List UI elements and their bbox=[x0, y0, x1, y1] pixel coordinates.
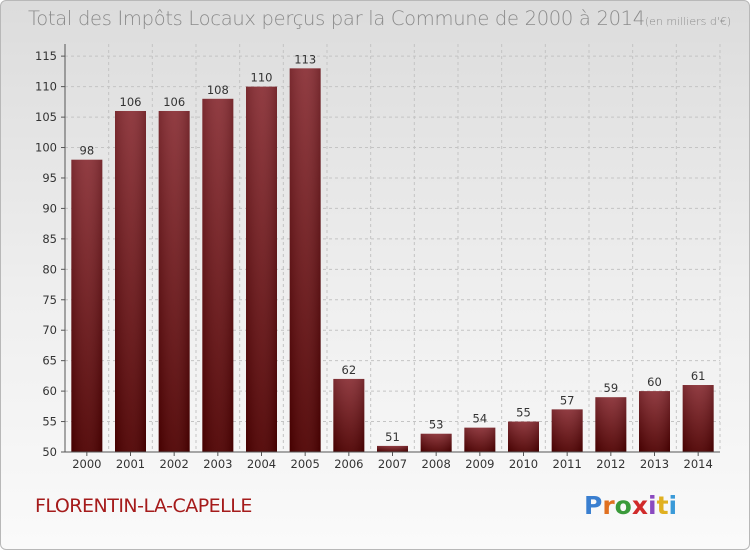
x-tick-label: 2004 bbox=[247, 457, 276, 471]
bar-shade bbox=[377, 445, 408, 452]
bar-shade bbox=[202, 98, 234, 452]
logo-letter: i bbox=[648, 491, 657, 520]
bar-value-label: 62 bbox=[342, 363, 357, 377]
y-tick-label: 65 bbox=[42, 354, 57, 368]
bar-value-label: 98 bbox=[80, 144, 95, 158]
bar-value-label: 113 bbox=[294, 52, 316, 66]
y-tick-label: 70 bbox=[42, 323, 57, 337]
bar-shade bbox=[682, 385, 714, 452]
chart-unit-label: (en milliers d'€) bbox=[644, 15, 732, 28]
logo-letter: i bbox=[668, 491, 678, 520]
chart-title-text: Total des Impôts Locaux perçus par la Co… bbox=[28, 7, 645, 30]
x-tick-label: 2007 bbox=[378, 457, 407, 471]
bar-value-label: 53 bbox=[429, 418, 444, 432]
bar-value-label: 106 bbox=[163, 95, 185, 109]
bar-value-label: 57 bbox=[560, 393, 575, 407]
bar-shade bbox=[420, 433, 452, 452]
bar-shade bbox=[246, 86, 277, 453]
bar-shade bbox=[595, 397, 627, 452]
bar-shade bbox=[551, 409, 583, 452]
bar-shade bbox=[289, 68, 321, 452]
logo-letter: r bbox=[602, 491, 615, 520]
logo-letter: x bbox=[631, 491, 648, 520]
bar-value-label: 51 bbox=[385, 430, 400, 444]
chart-title: Total des Impôts Locaux perçus par la Co… bbox=[28, 7, 731, 30]
bar-shade bbox=[115, 110, 146, 452]
commune-name: FLORENTIN-LA-CAPELLE bbox=[35, 495, 252, 517]
bar-value-label: 55 bbox=[516, 406, 531, 420]
bar-shade bbox=[508, 421, 539, 452]
x-tick-label: 2010 bbox=[509, 457, 538, 471]
x-tick-label: 2005 bbox=[291, 457, 320, 471]
x-tick-label: 2011 bbox=[553, 457, 582, 471]
x-tick-label: 2009 bbox=[465, 457, 494, 471]
y-tick-label: 95 bbox=[42, 171, 57, 185]
bar-shade bbox=[333, 378, 365, 452]
x-tick-label: 2002 bbox=[160, 457, 189, 471]
x-tick-label: 2012 bbox=[596, 457, 625, 471]
y-tick-label: 60 bbox=[42, 384, 57, 398]
bar-value-label: 110 bbox=[251, 71, 273, 85]
bar-shade bbox=[639, 391, 670, 452]
x-tick-label: 2014 bbox=[684, 457, 713, 471]
x-tick-label: 2008 bbox=[422, 457, 451, 471]
bar-value-label: 106 bbox=[120, 95, 142, 109]
proxiti-logo: Proxiti bbox=[584, 491, 677, 520]
y-tick-label: 80 bbox=[42, 262, 57, 276]
x-tick-label: 2006 bbox=[334, 457, 363, 471]
bar-value-label: 54 bbox=[473, 412, 488, 426]
x-tick-label: 2013 bbox=[640, 457, 669, 471]
bar-value-label: 59 bbox=[604, 381, 619, 395]
logo-letter: P bbox=[584, 491, 603, 520]
logo-letter: o bbox=[614, 491, 632, 520]
y-tick-label: 90 bbox=[42, 201, 57, 215]
bar-value-label: 108 bbox=[207, 83, 229, 97]
y-tick-label: 100 bbox=[35, 141, 57, 155]
y-tick-label: 50 bbox=[42, 445, 57, 459]
bar-value-label: 61 bbox=[691, 369, 706, 383]
bar-shade bbox=[71, 159, 103, 453]
x-tick-label: 2001 bbox=[116, 457, 145, 471]
y-tick-label: 75 bbox=[42, 293, 57, 307]
y-tick-label: 105 bbox=[35, 110, 57, 124]
bar-shade bbox=[464, 427, 496, 452]
y-tick-label: 85 bbox=[42, 232, 57, 246]
bar-value-label: 60 bbox=[647, 375, 662, 389]
bar-shade bbox=[158, 110, 190, 452]
y-tick-label: 110 bbox=[35, 80, 57, 94]
y-tick-label: 55 bbox=[42, 415, 57, 429]
y-tick-label: 115 bbox=[35, 49, 57, 63]
x-tick-label: 2003 bbox=[203, 457, 232, 471]
x-tick-label: 2000 bbox=[72, 457, 101, 471]
logo-letter: t bbox=[656, 491, 669, 520]
